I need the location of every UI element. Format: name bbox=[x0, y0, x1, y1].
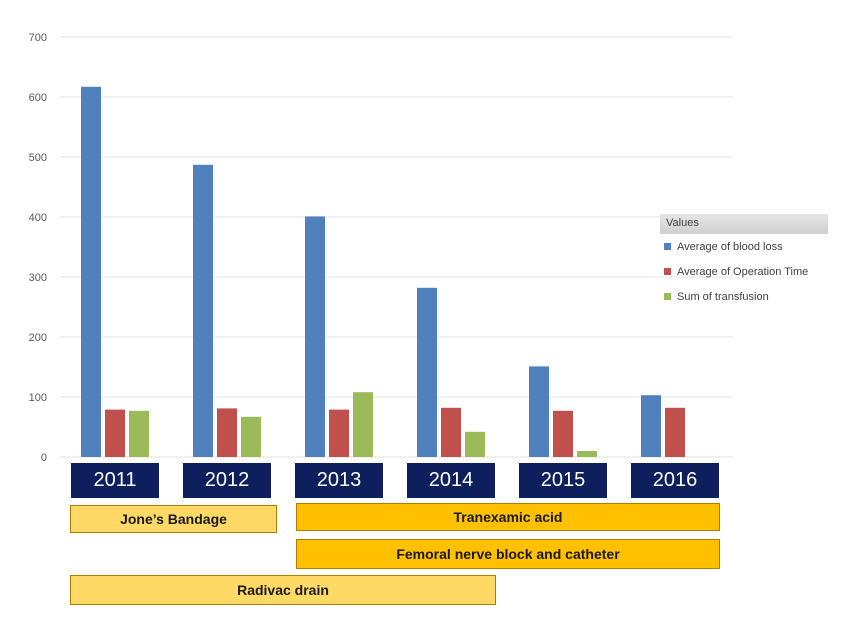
legend-swatch bbox=[664, 268, 671, 275]
legend-item: Average of Operation Time bbox=[660, 259, 828, 284]
bar-2013-series-2 bbox=[353, 392, 373, 457]
bar-2011-series-0 bbox=[81, 86, 101, 458]
bar-2011-series-2 bbox=[129, 410, 149, 457]
legend-swatch bbox=[664, 293, 671, 300]
y-tick-label: 300 bbox=[29, 272, 47, 284]
legend-label: Average of Operation Time bbox=[677, 265, 809, 278]
legend-item: Sum of transfusion bbox=[660, 284, 828, 309]
x-category-label-2011: 2011 bbox=[70, 462, 160, 499]
bar-2014-series-0 bbox=[417, 287, 437, 457]
x-category-label-2013: 2013 bbox=[294, 462, 384, 499]
band-radivac-drain-label: Radivac drain bbox=[237, 582, 329, 598]
y-tick-label: 600 bbox=[29, 92, 47, 104]
bar-2014-series-1 bbox=[441, 407, 461, 457]
legend-item: Average of blood loss bbox=[660, 234, 828, 259]
legend-swatch bbox=[664, 243, 671, 250]
bar-2015-series-0 bbox=[529, 366, 549, 457]
x-category-label-2012: 2012 bbox=[182, 462, 272, 499]
x-category-label-2014: 2014 bbox=[406, 462, 496, 499]
bar-2011-series-1 bbox=[105, 409, 125, 457]
bar-series bbox=[81, 86, 685, 458]
band-radivac-drain: Radivac drain bbox=[70, 575, 496, 605]
bar-2016-series-0 bbox=[641, 395, 661, 457]
y-tick-label: 400 bbox=[29, 212, 47, 224]
band-tranexamic-acid-label: Tranexamic acid bbox=[453, 509, 563, 525]
y-axis: 0 100 200 300 400 500 600 700 bbox=[29, 32, 47, 464]
x-category-label-2015: 2015 bbox=[518, 462, 608, 499]
band-femoral-nerve-block-label: Femoral nerve block and catheter bbox=[396, 546, 620, 562]
bar-2012-series-1 bbox=[217, 408, 237, 457]
y-tick-label: 100 bbox=[29, 392, 47, 404]
bar-2015-series-2 bbox=[577, 451, 597, 457]
bar-2012-series-2 bbox=[241, 416, 261, 457]
legend-label: Average of blood loss bbox=[677, 240, 783, 253]
legend-title: Values bbox=[660, 214, 828, 234]
y-tick-label: 200 bbox=[29, 332, 47, 344]
band-femoral-nerve-block: Femoral nerve block and catheter bbox=[296, 539, 720, 569]
bar-2012-series-0 bbox=[193, 164, 213, 458]
chart-grid bbox=[60, 36, 733, 458]
bar-2014-series-2 bbox=[465, 431, 485, 457]
x-category-label-2016: 2016 bbox=[630, 462, 720, 499]
legend-label: Sum of transfusion bbox=[677, 290, 769, 303]
y-tick-label: 0 bbox=[41, 452, 47, 464]
y-tick-label: 500 bbox=[29, 152, 47, 164]
bar-2016-series-1 bbox=[665, 407, 685, 457]
band-jones-bandage-label: Jone’s Bandage bbox=[120, 511, 227, 527]
band-tranexamic-acid: Tranexamic acid bbox=[296, 503, 720, 531]
bar-2013-series-1 bbox=[329, 409, 349, 457]
y-tick-label: 700 bbox=[29, 32, 47, 44]
bar-2015-series-1 bbox=[553, 410, 573, 457]
band-jones-bandage: Jone’s Bandage bbox=[70, 505, 277, 533]
chart-legend: Values Average of blood loss Average of O… bbox=[660, 214, 828, 309]
bar-2013-series-0 bbox=[305, 216, 325, 457]
